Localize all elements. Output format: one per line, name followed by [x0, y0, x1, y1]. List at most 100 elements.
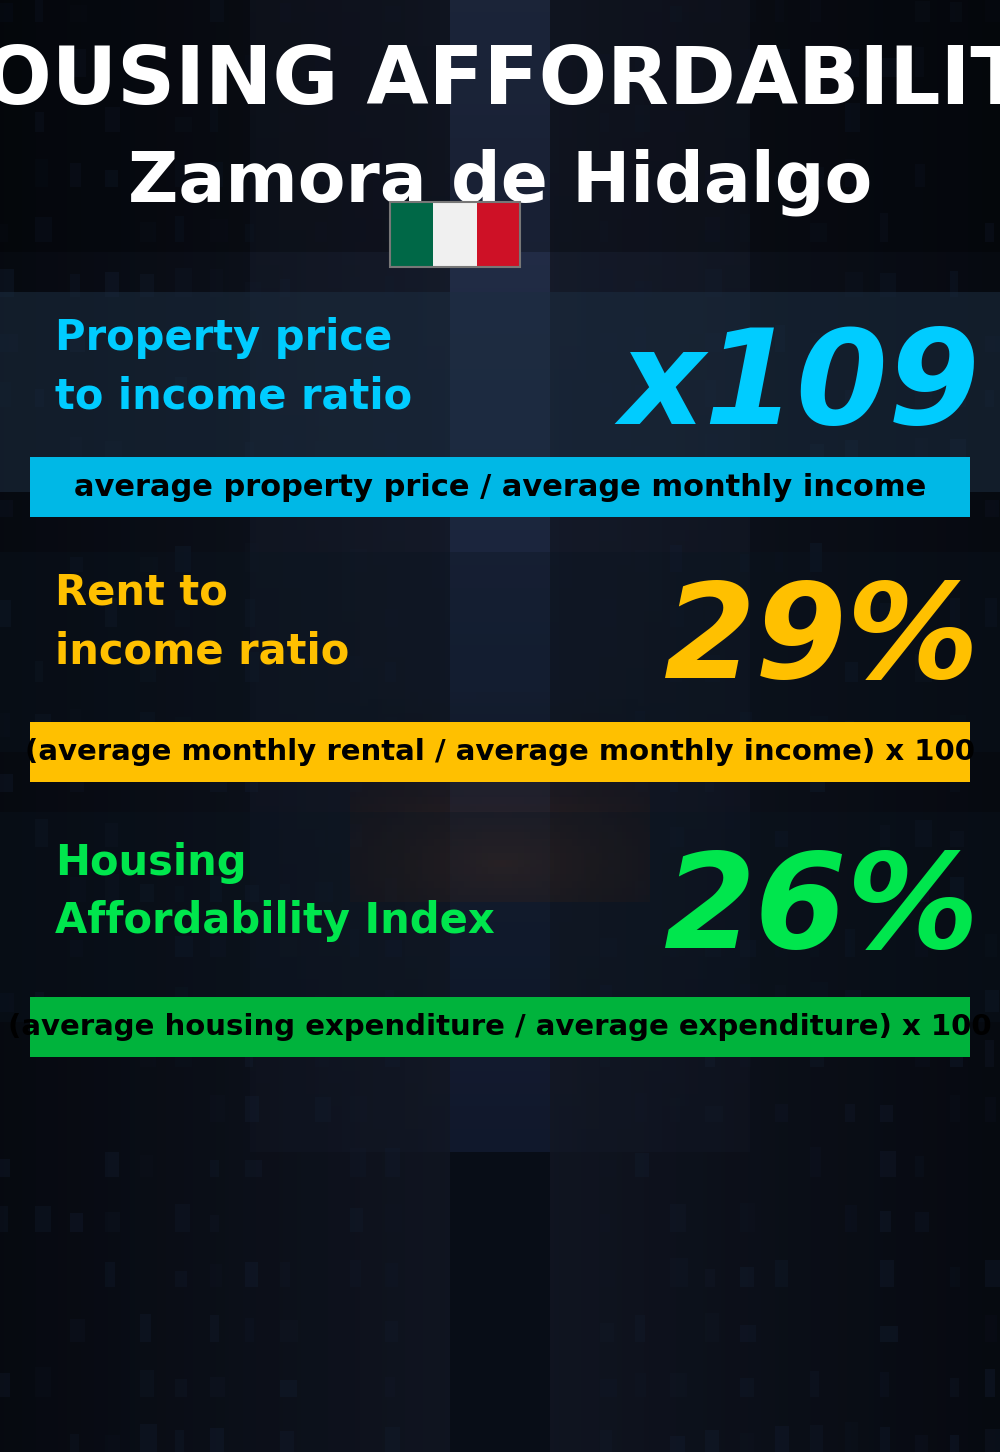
Bar: [350, 929, 359, 957]
Bar: [845, 990, 861, 1012]
Bar: [985, 990, 999, 1012]
Bar: [35, 112, 44, 132]
Bar: [350, 330, 367, 351]
Bar: [915, 489, 927, 517]
Bar: [385, 1263, 398, 1286]
Bar: [385, 608, 398, 627]
Bar: [245, 1040, 253, 1067]
Bar: [775, 984, 786, 1012]
Bar: [705, 1430, 719, 1452]
Bar: [635, 446, 650, 462]
Bar: [810, 982, 828, 1012]
Bar: [105, 1436, 120, 1452]
Bar: [985, 0, 1000, 22]
Bar: [740, 1202, 755, 1231]
Bar: [35, 992, 44, 1012]
Bar: [670, 709, 683, 738]
Bar: [985, 935, 997, 957]
Bar: [635, 1153, 649, 1178]
Bar: [670, 1257, 688, 1286]
Bar: [985, 1040, 994, 1067]
Bar: [775, 832, 788, 847]
Bar: [880, 1211, 891, 1231]
Bar: [70, 163, 81, 187]
Bar: [600, 333, 617, 351]
Bar: [105, 1212, 120, 1231]
Bar: [950, 1095, 960, 1122]
Bar: [775, 611, 786, 627]
Bar: [810, 1424, 823, 1452]
Bar: [35, 218, 52, 242]
Bar: [705, 501, 715, 517]
Bar: [635, 768, 648, 791]
Bar: [845, 440, 858, 462]
Bar: [175, 937, 193, 957]
Bar: [0, 292, 1000, 492]
Bar: [105, 722, 119, 738]
Bar: [350, 1208, 363, 1231]
Bar: [105, 823, 118, 847]
Bar: [390, 202, 433, 267]
Bar: [810, 543, 822, 572]
Bar: [635, 1314, 645, 1342]
Bar: [705, 216, 720, 242]
Bar: [140, 1051, 156, 1067]
Bar: [740, 386, 754, 407]
Bar: [280, 436, 294, 462]
Bar: [350, 884, 360, 902]
Bar: [600, 1430, 612, 1452]
Text: average property price / average monthly income: average property price / average monthly…: [74, 472, 926, 501]
Bar: [775, 552, 783, 572]
Bar: [385, 1427, 400, 1452]
Bar: [245, 1318, 254, 1342]
Bar: [845, 391, 853, 407]
Bar: [635, 881, 646, 902]
Bar: [670, 498, 679, 517]
Bar: [280, 1379, 297, 1397]
Bar: [670, 546, 682, 572]
Bar: [0, 993, 14, 1012]
Bar: [0, 269, 14, 298]
Bar: [600, 383, 612, 407]
Bar: [705, 1269, 715, 1286]
Bar: [35, 494, 52, 517]
Bar: [0, 3, 13, 22]
Bar: [880, 825, 890, 847]
Bar: [600, 54, 610, 77]
Bar: [175, 216, 184, 242]
Bar: [175, 987, 188, 1012]
Bar: [210, 1316, 219, 1342]
Bar: [385, 662, 396, 682]
Bar: [810, 334, 828, 351]
Bar: [740, 939, 756, 957]
Bar: [810, 224, 827, 242]
Text: HOUSING AFFORDABILITY: HOUSING AFFORDABILITY: [0, 44, 1000, 121]
Bar: [810, 1044, 824, 1067]
Bar: [950, 831, 964, 847]
Bar: [35, 1207, 51, 1231]
Bar: [915, 164, 925, 187]
Bar: [775, 659, 789, 682]
Bar: [350, 1096, 367, 1122]
Bar: [385, 1149, 400, 1178]
Bar: [915, 46, 924, 77]
Bar: [0, 224, 8, 242]
Bar: [35, 158, 48, 187]
Bar: [740, 984, 758, 1012]
Bar: [985, 389, 994, 407]
Bar: [280, 3, 291, 22]
Bar: [740, 1326, 756, 1342]
Bar: [175, 1043, 192, 1067]
Bar: [670, 652, 682, 682]
Bar: [950, 716, 966, 738]
Bar: [280, 167, 293, 187]
Bar: [280, 335, 291, 351]
Bar: [105, 441, 122, 462]
Bar: [245, 441, 254, 462]
Bar: [210, 103, 218, 132]
Text: Property price
to income ratio: Property price to income ratio: [55, 317, 412, 417]
Bar: [70, 768, 84, 791]
Bar: [30, 457, 970, 517]
Bar: [810, 932, 819, 957]
Bar: [670, 1204, 686, 1231]
